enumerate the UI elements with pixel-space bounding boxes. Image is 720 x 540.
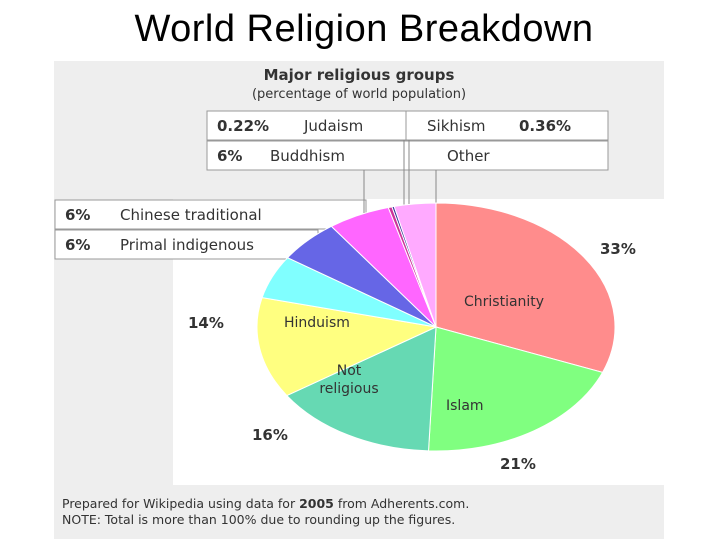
pie-slice-islam (427, 326, 604, 452)
footnote-line2: NOTE: Total is more than 100% due to rou… (62, 512, 455, 527)
category-label-buddhism: Buddhism (270, 147, 345, 165)
category-label-not-religious-line1: Not (337, 363, 362, 379)
category-label-hinduism: Hinduism (284, 315, 350, 331)
footnote-year: 2005 (299, 496, 334, 511)
pie-slice-hinduism (256, 297, 438, 397)
category-label-islam: Islam (446, 398, 484, 414)
label-box-chinese-traditional (54, 199, 367, 230)
category-label-sikhism: Sikhism (427, 117, 485, 135)
slide-title: World Religion Breakdown (134, 8, 594, 50)
pie-slices (256, 202, 616, 452)
category-label-christianity: Christianity (464, 294, 544, 310)
value-label-not-religious: 16% (252, 426, 288, 444)
chart-title: Major religious groups (264, 66, 455, 84)
footnote-line1: Prepared for Wikipedia using data for 20… (62, 496, 469, 511)
category-label-judaism: Judaism (303, 117, 363, 135)
label-box-primal-indigenous (54, 229, 319, 260)
pie-slice-not-religious (285, 326, 437, 452)
category-label-primal-indigenous: Primal indigenous (120, 236, 254, 254)
chart-subtitle: (percentage of world population) (252, 87, 466, 102)
label-box-judaism-sikhism (206, 110, 609, 141)
value-label-buddhism: 6% (217, 147, 242, 165)
category-label-chinese-traditional: Chinese traditional (120, 206, 262, 224)
value-label-islam: 21% (500, 455, 536, 473)
category-label-not-religious-line2: religious (319, 381, 378, 397)
pie-slice-other (393, 202, 437, 328)
value-label-judaism: 0.22% (217, 117, 269, 135)
value-label-chinese-traditional: 6% (65, 206, 90, 224)
footnote-prefix: Prepared for Wikipedia using data for (62, 496, 299, 511)
footnote-suffix: from Adherents.com. (334, 496, 469, 511)
value-label-hinduism: 14% (188, 314, 224, 332)
value-label-primal-indigenous: 6% (65, 236, 90, 254)
label-box-buddhism-other (206, 140, 609, 171)
pie-slice-christianity (435, 202, 616, 373)
value-label-sikhism: 0.36% (519, 117, 571, 135)
value-label-christianity: 33% (600, 240, 636, 258)
category-label-other: Other (447, 147, 490, 165)
